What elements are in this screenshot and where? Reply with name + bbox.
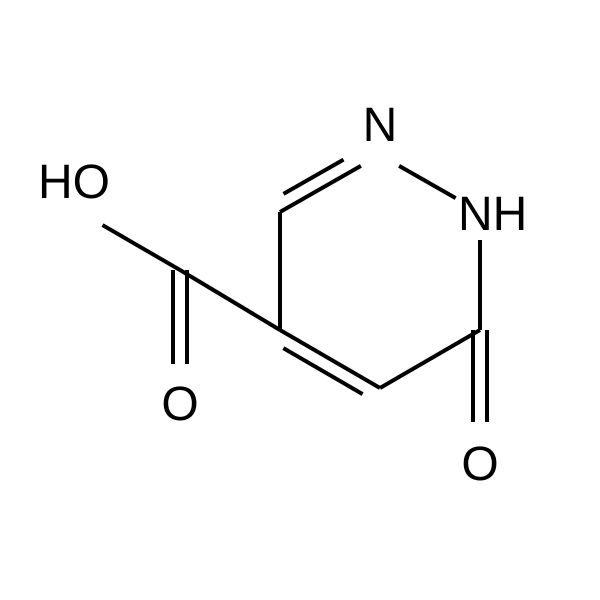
bond xyxy=(102,225,180,270)
bond xyxy=(283,160,343,194)
atom-label-n6: NH xyxy=(458,188,527,241)
molecule-diagram: NH N O HO O xyxy=(0,0,600,600)
atom-label-n7: N xyxy=(363,99,398,152)
bond xyxy=(399,166,456,198)
bond xyxy=(180,270,280,330)
bond xyxy=(380,330,480,388)
bond xyxy=(280,330,380,388)
atom-label-o10: O xyxy=(461,438,498,491)
atom-label-o8: O xyxy=(161,378,198,431)
atom-label-o9: HO xyxy=(38,156,110,209)
